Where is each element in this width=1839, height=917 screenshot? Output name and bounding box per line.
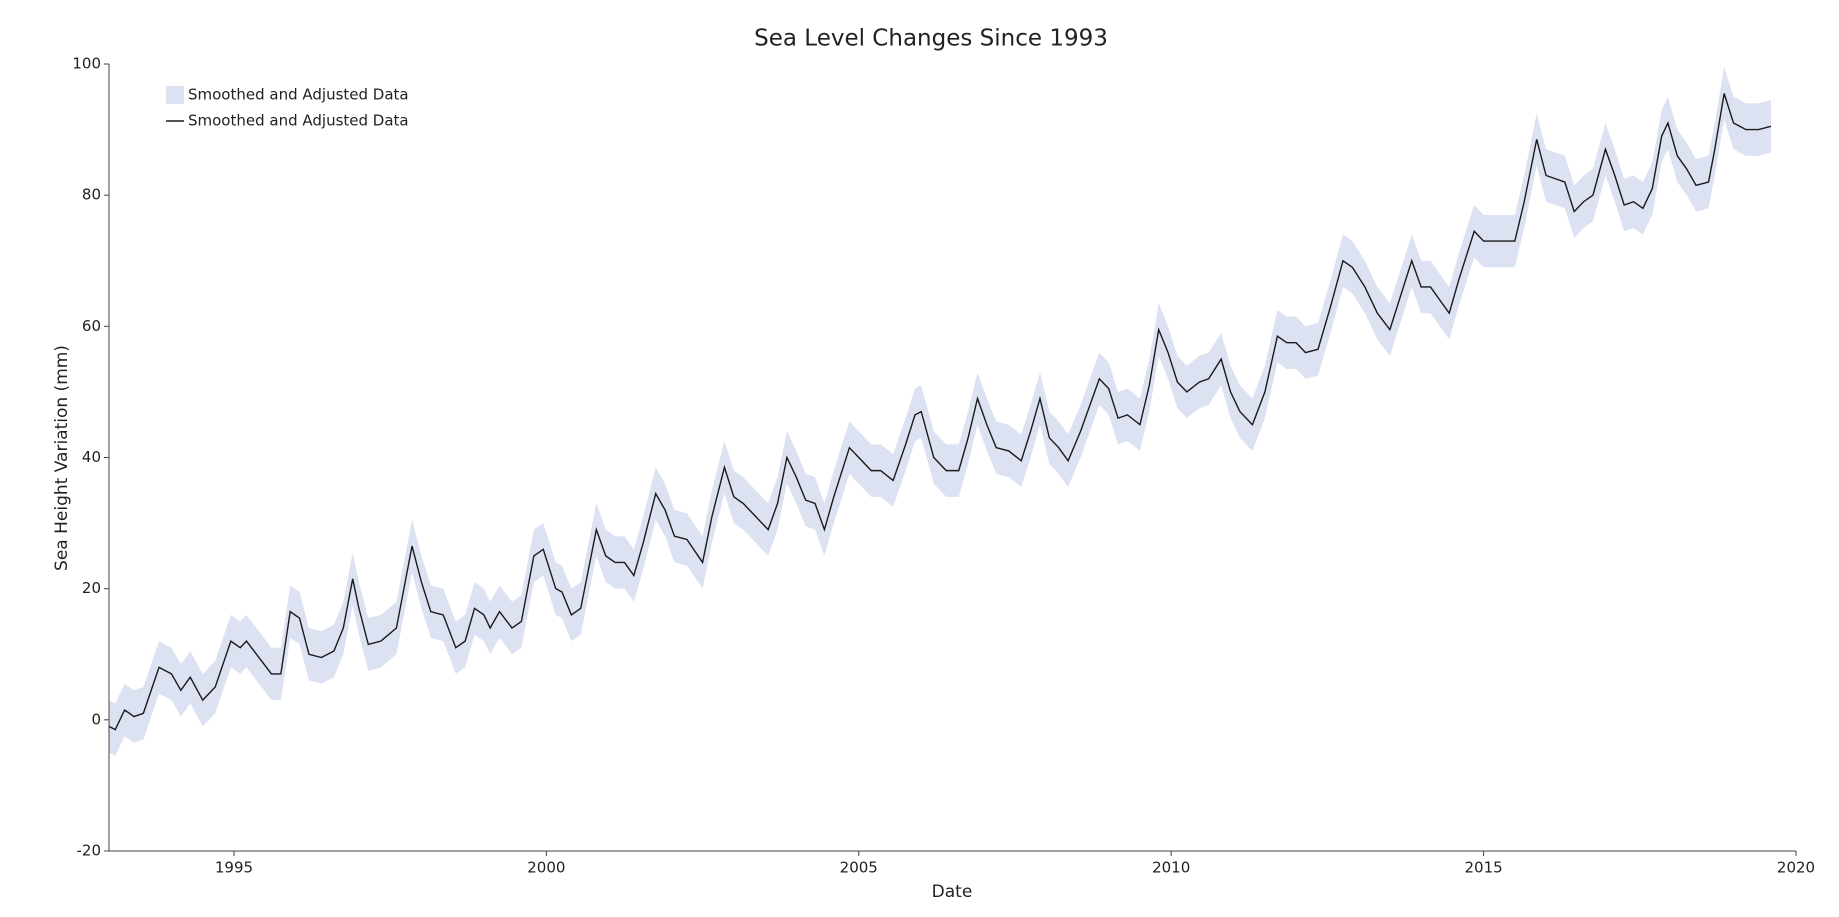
chart-title: Sea Level Changes Since 1993 [754,26,1108,52]
y-tick-label: 60 [82,317,101,335]
x-tick-label: 2005 [840,859,878,877]
x-tick-label: 2010 [1152,859,1190,877]
x-tick-label: 2015 [1464,859,1502,877]
y-tick-label: -20 [77,842,102,860]
x-tick-label: 1995 [215,859,253,877]
confidence-band [109,67,1772,756]
x-tick-label: 2000 [527,859,565,877]
y-axis-label: Sea Height Variation (mm) [52,345,72,571]
x-tick-label: 2020 [1777,859,1815,877]
x-axis-label: Date [932,882,973,902]
y-tick-label: 40 [82,448,101,466]
y-tick-label: 100 [72,55,101,73]
data-line [108,93,1772,731]
legend-swatch [166,86,184,104]
legend-label: Smoothed and Adjusted Data [188,86,409,104]
legend-label: Smoothed and Adjusted Data [188,112,409,130]
y-tick-label: 80 [82,186,101,204]
y-tick-label: 0 [91,710,101,728]
y-tick-label: 20 [82,579,101,597]
